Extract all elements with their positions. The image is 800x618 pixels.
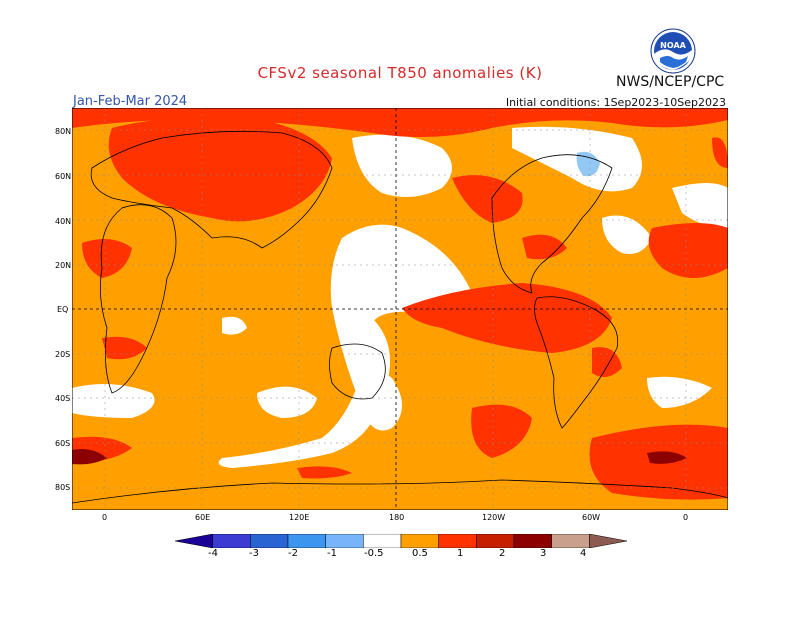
- colorbar-label: -4: [208, 548, 218, 559]
- colorbar-segment: [438, 534, 477, 548]
- colorbar-label: 2: [499, 548, 506, 559]
- lat-label: 40N: [55, 217, 72, 226]
- colorbar-segment: [363, 534, 402, 548]
- coastlines: [72, 130, 728, 504]
- forecast-period: Jan-Feb-Mar 2024: [73, 94, 188, 109]
- neutral-regions: [72, 126, 728, 468]
- lat-label: 80N: [55, 127, 72, 136]
- colorbar-label: -1: [327, 548, 337, 559]
- colorbar-segment: [250, 534, 289, 548]
- colorbar-label: 3: [540, 548, 547, 559]
- colorbar-label: 1: [457, 548, 464, 559]
- colorbar-label: -2: [288, 548, 298, 559]
- colorbar-segment: [589, 534, 627, 548]
- initial-conditions: Initial conditions: 1Sep2023-10Sep2023: [505, 96, 726, 109]
- colorbar-label: -0.5: [364, 548, 384, 559]
- lat-label: 80S: [55, 483, 71, 492]
- lat-label: 20N: [55, 261, 72, 270]
- graticule: [72, 108, 728, 510]
- lon-label: 120W: [482, 513, 506, 522]
- lon-label: 0: [102, 513, 108, 522]
- lon-label: 0: [683, 513, 689, 522]
- colorbar-segment: [287, 534, 326, 548]
- lon-label: 60W: [582, 513, 601, 522]
- lat-label: 60S: [55, 439, 71, 448]
- colorbar-segment: [175, 534, 213, 548]
- colorbar-label: 0.5: [412, 548, 428, 559]
- lon-label: 120E: [289, 513, 310, 522]
- lat-label: 40S: [55, 394, 71, 403]
- noaa-logo-icon: NOAA: [650, 28, 696, 74]
- cool-anomaly-region: [576, 151, 600, 177]
- colorbar-segment: [476, 534, 515, 548]
- logo-text: NOAA: [660, 41, 686, 50]
- lat-label: 60N: [55, 172, 72, 181]
- colorbar-segment: [513, 534, 552, 548]
- colorbar-segment: [551, 534, 590, 548]
- anomaly-map: [72, 108, 728, 510]
- lat-label: 20S: [55, 350, 71, 359]
- lon-label: 60E: [195, 513, 211, 522]
- lat-label: EQ: [57, 305, 69, 314]
- agency-label: NWS/NCEP/CPC: [616, 74, 725, 90]
- colorbar: [175, 534, 627, 548]
- colorbar-segment: [325, 534, 364, 548]
- chart-title: CFSv2 seasonal T850 anomalies (K): [257, 64, 543, 82]
- lon-label: 180: [389, 513, 405, 522]
- strong-warm-regions: [72, 449, 687, 465]
- colorbar-segment: [400, 534, 439, 548]
- colorbar-label: 4: [580, 548, 587, 559]
- colorbar-segment: [212, 534, 251, 548]
- colorbar-label: -3: [249, 548, 259, 559]
